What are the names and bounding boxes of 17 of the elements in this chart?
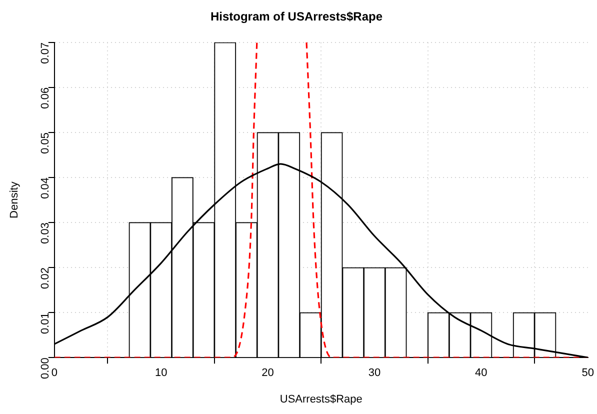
chart-title: Histogram of USArrests$Rape	[210, 10, 383, 24]
x-tick-label: 10	[154, 367, 168, 380]
x-tick-label: 0	[51, 367, 58, 380]
x-tick-label: 20	[262, 367, 274, 380]
x-tick-label: 40	[475, 367, 488, 380]
x-tick-label: 30	[368, 367, 381, 380]
y-tick-label: 0.07	[39, 42, 52, 64]
y-tick-label: 0.01	[39, 312, 52, 334]
y-tick-label: 0.06	[39, 87, 52, 109]
y-tick-label: 0.00	[39, 358, 52, 380]
y-axis-title: Density	[8, 181, 21, 218]
y-tick-label: 0.02	[39, 268, 52, 289]
y-tick-label: 0.04	[39, 177, 52, 199]
x-axis-title: USArrests$Rape	[280, 393, 362, 406]
y-tick-label: 0.05	[39, 132, 52, 154]
x-tick-label: 50	[582, 367, 594, 380]
y-tick-label: 0.03	[39, 222, 52, 244]
